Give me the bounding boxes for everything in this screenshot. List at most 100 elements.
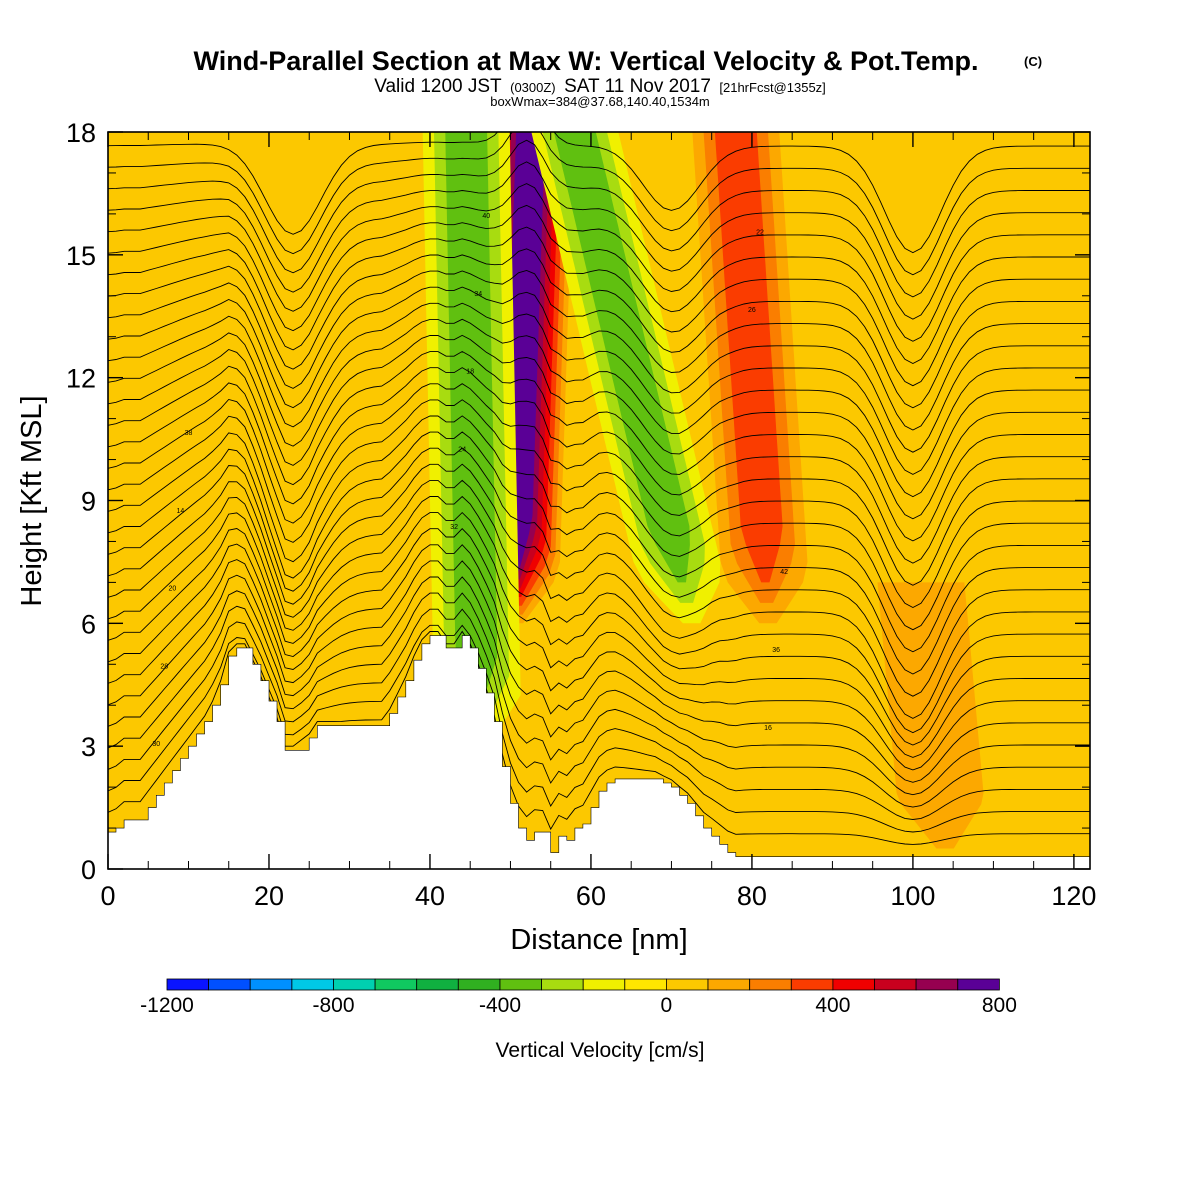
- theta-contour-7: [108, 528, 1090, 758]
- y-tick-label: 6: [81, 609, 96, 639]
- y-tick-label: 18: [66, 118, 96, 148]
- colorbar-swatch: [957, 978, 1000, 991]
- x-tick-label: 40: [415, 881, 445, 911]
- theta-contour-6: [108, 544, 1090, 771]
- chart-subtitle: Valid 1200 JST (0300Z) SAT 11 Nov 2017 […: [374, 76, 826, 97]
- x-tick-label: 20: [254, 881, 284, 911]
- theta-contour-label: 38: [185, 430, 193, 437]
- theta-contour-27: [108, 183, 1090, 342]
- colorbar-tick-label: 0: [661, 994, 673, 1017]
- theta-contour-13: [108, 431, 1090, 653]
- forecast-label: [21hrFcst@1355z]: [719, 80, 825, 95]
- colorbar-swatch: [374, 978, 418, 991]
- theta-contour-18: [108, 350, 1090, 542]
- theta-contour-4: [108, 576, 1090, 796]
- theta-contour-31: [108, 132, 1090, 254]
- theta-contour-5: [108, 560, 1090, 783]
- theta-contour-2: [108, 608, 1090, 820]
- theta-contour-label: 34: [474, 291, 482, 298]
- valid-time-label: Valid 1200 JST: [374, 76, 502, 97]
- colorbar-swatch: [208, 978, 251, 991]
- theta-contour-11: [108, 463, 1090, 697]
- terrain-mask: [108, 635, 1090, 869]
- y-tick-label: 3: [81, 732, 96, 762]
- theta-contour-label: 42: [780, 569, 788, 576]
- box-wmax-label: boxWmax=384@37.68,140.40,1534m: [490, 94, 710, 109]
- theta-contour-19: [108, 334, 1090, 520]
- theta-contour-26: [108, 204, 1090, 365]
- theta-contour-label: 14: [177, 508, 185, 515]
- theta-contour-10: [108, 479, 1090, 719]
- colorbar-tick-label: -1200: [140, 994, 194, 1017]
- theta-contour-29: [108, 139, 1090, 298]
- valid-date-label: SAT 11 Nov 2017: [564, 76, 711, 97]
- colorbar-swatch: [499, 978, 542, 991]
- colorbar-tick-label: 800: [982, 994, 1017, 1017]
- theta-contour-30: [108, 132, 1090, 276]
- colorbar-swatch: [874, 978, 917, 991]
- colorbar-swatch: [416, 978, 459, 991]
- theta-contour-label: 32: [450, 524, 458, 531]
- x-axis: 0 20 40 60 80 100 120: [100, 132, 1096, 911]
- potential-temperature-contours: 30 32 26 28 24 22 20 18 16 14 34 36 38 40 42: [108, 132, 1090, 845]
- colorbar-swatch: [582, 978, 626, 991]
- x-tick-label: 80: [737, 881, 767, 911]
- theta-contour-label: 16: [764, 725, 772, 732]
- copyright-mark: (C): [1024, 54, 1042, 69]
- velocity-band-2-2: [553, 132, 690, 583]
- theta-contour-20: [108, 318, 1090, 498]
- theta-contour-label: 22: [756, 229, 764, 236]
- colorbar-swatch: [249, 978, 293, 991]
- theta-contour-14: [108, 415, 1090, 631]
- colorbar: -1200 -800 -400 0 400 800: [140, 978, 1017, 1017]
- y-axis: 0 3 6 9 12 15 18: [66, 118, 1090, 885]
- theta-contour-label: 28: [160, 663, 168, 670]
- theta-contour-label: 18: [466, 369, 474, 376]
- theta-contour-label: 40: [482, 213, 490, 220]
- colorbar-swatch: [291, 978, 334, 991]
- x-tick-label: 60: [576, 881, 606, 911]
- chart-title: Wind-Parallel Section at Max W: Vertical…: [194, 46, 979, 76]
- colorbar-tick-label: -400: [479, 994, 521, 1017]
- theta-contour-3: [108, 592, 1090, 808]
- colorbar-swatch: [666, 978, 709, 991]
- theta-contour-24: [108, 248, 1090, 409]
- colorbar-swatch: [457, 978, 501, 991]
- theta-contour-17: [108, 367, 1090, 564]
- valid-zulu-label: (0300Z): [510, 80, 556, 95]
- y-tick-label: 9: [81, 487, 96, 517]
- colorbar-swatch: [707, 978, 750, 991]
- x-tick-label: 100: [890, 881, 935, 911]
- x-axis-title: Distance [nm]: [510, 924, 687, 956]
- colorbar-tick-label: -800: [312, 994, 354, 1017]
- y-tick-label: 12: [66, 364, 96, 394]
- theta-contour-8: [108, 511, 1090, 746]
- colorbar-swatch: [832, 978, 875, 991]
- plot-area: 30 32 26 28 24 22 20 18 16 14 34 36 38 40 42: [108, 132, 1090, 869]
- colorbar-swatch: [541, 978, 584, 991]
- theta-contour-15: [108, 399, 1090, 609]
- y-tick-label: 15: [66, 241, 96, 271]
- theta-contour-16: [108, 383, 1090, 586]
- theta-contour-1: [108, 624, 1090, 833]
- theta-contour-21: [108, 302, 1090, 475]
- colorbar-swatch: [333, 978, 376, 991]
- colorbar-swatch: [915, 978, 959, 991]
- theta-contour-22: [108, 286, 1090, 453]
- theta-contour-23: [108, 270, 1090, 431]
- colorbar-tick-label: 400: [815, 994, 850, 1017]
- y-axis-title: Height [Kft MSL]: [16, 395, 48, 606]
- theta-contour-label: 24: [458, 446, 466, 453]
- colorbar-swatch: [166, 978, 209, 991]
- colorbar-swatch: [624, 978, 667, 991]
- theta-contour-label: 30: [152, 741, 160, 748]
- theta-contour-28: [108, 161, 1090, 320]
- x-tick-label: 120: [1051, 881, 1096, 911]
- colorbar-title: Vertical Velocity [cm/s]: [496, 1039, 705, 1062]
- theta-contour-label: 20: [169, 586, 177, 593]
- theta-contour-12: [108, 447, 1090, 675]
- x-tick-label: 0: [100, 881, 115, 911]
- y-tick-label: 0: [81, 855, 96, 885]
- colorbar-swatch: [749, 978, 792, 991]
